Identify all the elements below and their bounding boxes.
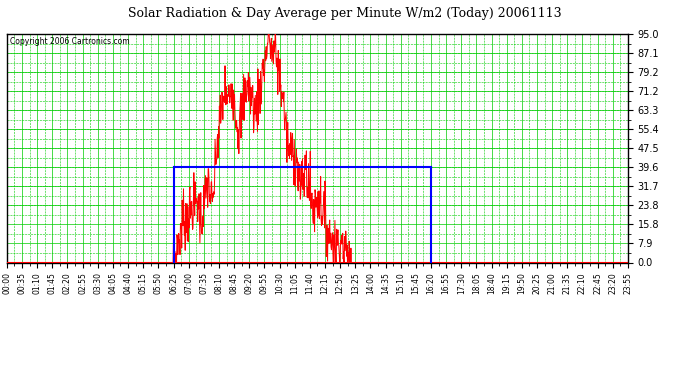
Text: Solar Radiation & Day Average per Minute W/m2 (Today) 20061113: Solar Radiation & Day Average per Minute… — [128, 8, 562, 21]
Text: Copyright 2006 Cartronics.com: Copyright 2006 Cartronics.com — [10, 37, 130, 46]
